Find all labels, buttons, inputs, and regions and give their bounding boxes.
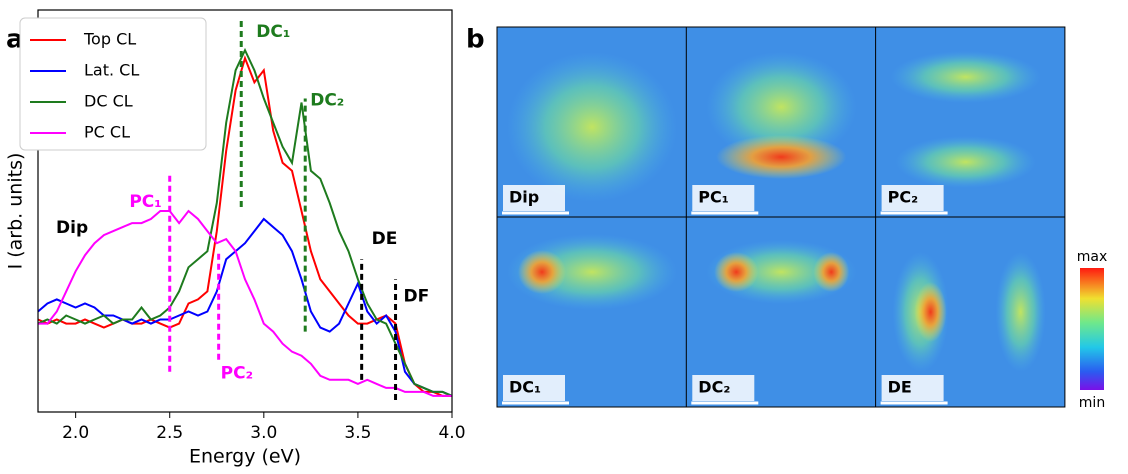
map-feature — [716, 135, 847, 179]
map-label: DE — [888, 378, 912, 397]
legend-label: Top CL — [83, 30, 136, 49]
panel-label: a — [6, 25, 24, 55]
map-feature — [518, 250, 566, 294]
marker-label: PC₁ — [129, 192, 161, 212]
y-axis-label: I (arb. units) — [5, 153, 27, 270]
plot-frame — [37, 9, 453, 413]
grid-frame — [496, 26, 1066, 408]
map-label-box — [692, 185, 755, 211]
map-feature — [895, 136, 1036, 188]
marker-label: DF — [404, 286, 430, 306]
x-tick-label: 2.5 — [156, 423, 183, 443]
map-feature — [706, 52, 857, 162]
map-feature — [714, 252, 759, 292]
map-label-box — [692, 375, 755, 401]
map-feature — [890, 51, 1041, 103]
x-tick-label: 3.5 — [344, 423, 371, 443]
marker-label: DE — [372, 229, 398, 249]
x-tick-label: 2.0 — [62, 423, 89, 443]
legend-label: Lat. CL — [84, 61, 139, 80]
series-line — [37, 47, 453, 397]
marker-label: DC₂ — [310, 90, 344, 110]
marker-label: PC₂ — [221, 364, 253, 384]
map-label: PC₁ — [698, 188, 728, 207]
panel-label: b — [466, 25, 485, 55]
map-feature — [507, 52, 677, 202]
series-line — [37, 55, 452, 397]
x-tick-label: 3.0 — [250, 423, 277, 443]
series-line — [38, 209, 452, 397]
map-feature — [995, 252, 1046, 372]
x-tick-label: 4.0 — [438, 423, 465, 443]
colorbar — [1080, 268, 1104, 390]
map-label-box — [503, 185, 565, 211]
map-feature — [813, 252, 850, 292]
x-axis-label: Energy (eV) — [189, 446, 301, 468]
map-label: DC₂ — [698, 378, 730, 397]
series-line — [37, 217, 453, 397]
legend-box — [19, 17, 207, 151]
colorbar-label: max — [1077, 249, 1108, 265]
map-label: Dip — [509, 188, 539, 207]
legend-label: DC CL — [84, 92, 133, 111]
annotation: Dip — [56, 218, 88, 238]
map-label-box — [881, 375, 944, 401]
legend-label: PC CL — [84, 123, 130, 142]
map-label-box — [503, 375, 565, 401]
map-feature — [914, 282, 947, 342]
map-label: PC₂ — [888, 188, 918, 207]
colorbar-label: min — [1079, 395, 1105, 411]
marker-label: DC₁ — [256, 22, 290, 42]
map-label: DC₁ — [509, 378, 541, 397]
map-label-box — [881, 185, 944, 211]
